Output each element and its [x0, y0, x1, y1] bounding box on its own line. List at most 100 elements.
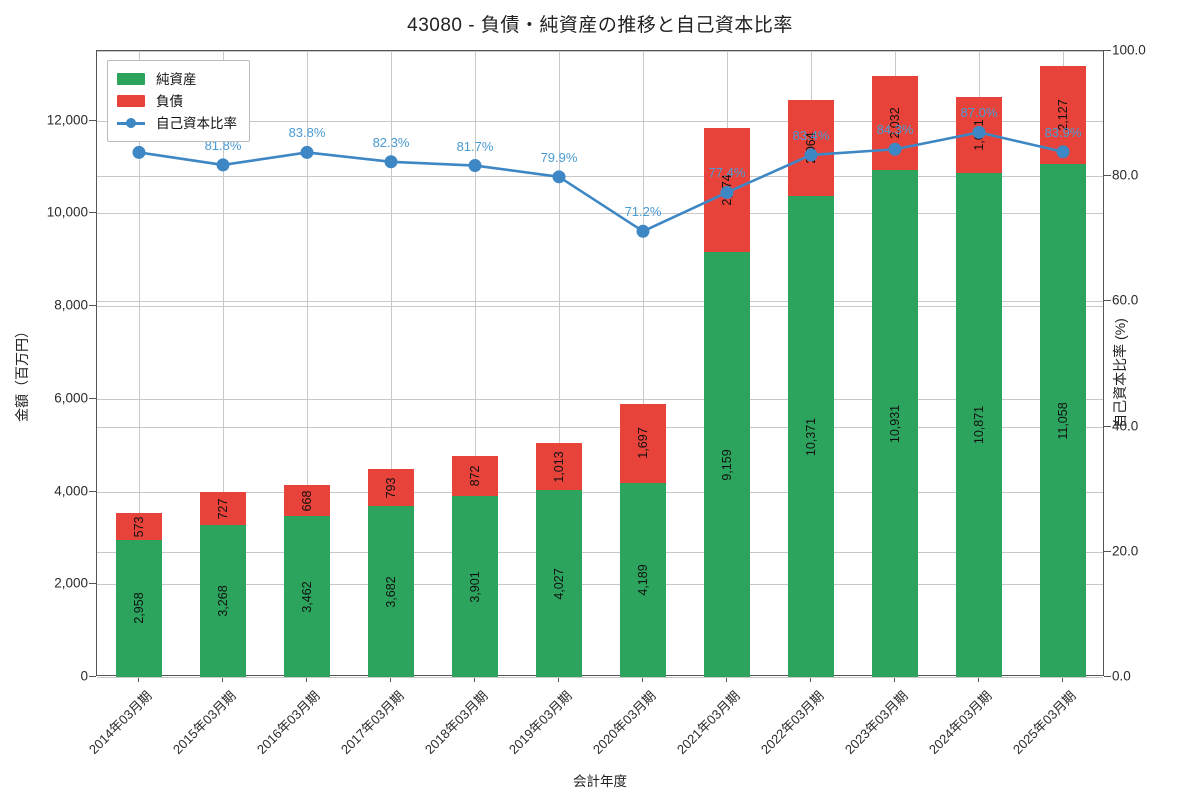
- legend-label-equity-ratio: 自己資本比率: [156, 115, 237, 131]
- bar-segment-net-assets: 9,159: [703, 252, 751, 677]
- x-tick-mark: [642, 676, 643, 682]
- x-tick-mark: [894, 676, 895, 682]
- chart-legend: 純資産 負債 自己資本比率: [107, 60, 250, 142]
- legend-item-liabilities: 負債: [117, 90, 237, 112]
- y-tick-mark-right: [1104, 425, 1111, 427]
- x-tick-label: 2025年03月期: [1009, 688, 1079, 757]
- x-tick-label: 2014年03月期: [85, 688, 155, 757]
- gridline-horizontal-right: [97, 551, 1103, 553]
- ratio-line-markers: [132, 125, 1070, 238]
- plot-inner: 2,958 573 3,268 727 3,462 668 3,682 793 3,901 872…: [97, 51, 1103, 678]
- x-tick-label: 2024年03月期: [925, 688, 995, 757]
- x-tick-mark: [558, 676, 559, 682]
- bar-segment-liabilities: 872: [451, 455, 499, 497]
- y-tick-mark-right: [1104, 550, 1111, 552]
- chart-title: 43080 - 負債・純資産の推移と自己資本比率: [407, 15, 793, 36]
- ratio-point-marker: [804, 148, 818, 162]
- x-tick-label: 2019年03月期: [505, 688, 575, 757]
- bar-segment-liabilities: 1,013: [535, 443, 583, 491]
- ratio-point-marker: [132, 145, 146, 159]
- y-tick-mark-left: [89, 583, 96, 585]
- x-tick-mark: [810, 676, 811, 682]
- y-tick-mark-right: [1104, 300, 1111, 302]
- gridline-vertical: [643, 51, 644, 675]
- gridline-vertical: [139, 51, 140, 675]
- ratio-point-marker: [384, 155, 398, 169]
- gridline-vertical: [475, 51, 476, 675]
- bar-segment-net-assets: 11,058: [1039, 164, 1087, 677]
- ratio-point-label: 84.3%: [876, 122, 914, 138]
- y-tick-mark-left: [89, 119, 96, 121]
- legend-line-marker-icon: [117, 117, 145, 129]
- bar-segment-liabilities: 1,697: [619, 404, 667, 483]
- gridline-horizontal: [97, 306, 1103, 308]
- y-tick-label-right: 20.0: [1112, 543, 1139, 559]
- x-tick-mark: [978, 676, 979, 682]
- bar-segment-net-assets: 4,027: [535, 490, 583, 677]
- ratio-point-label: 82.3%: [372, 134, 410, 150]
- y-tick-label-left: 10,000: [46, 204, 88, 220]
- gridline-horizontal: [97, 398, 1103, 400]
- ratio-point-marker: [972, 125, 986, 139]
- ratio-point-marker: [300, 145, 314, 159]
- y-tick-label-right: 0.0: [1112, 668, 1131, 684]
- y-tick-mark-right: [1104, 676, 1111, 677]
- x-tick-mark: [474, 676, 475, 682]
- gridline-horizontal-right: [97, 176, 1103, 178]
- x-tick-mark: [726, 676, 727, 682]
- ratio-point-label: 71.2%: [624, 204, 662, 220]
- bar-segment-liabilities: 793: [367, 469, 415, 507]
- bar-segment-net-assets: 4,189: [619, 482, 667, 677]
- ratio-point-marker: [1056, 145, 1070, 159]
- ratio-line-svg: [132, 125, 1070, 238]
- bar-segment-liabilities: 668: [283, 485, 331, 517]
- gridline-horizontal-right: [97, 51, 1103, 52]
- gridline-vertical: [391, 51, 392, 675]
- bar-segment-net-assets: 10,371: [787, 196, 835, 677]
- bar-segment-liabilities: 573: [115, 513, 163, 540]
- y-tick-mark-right: [1104, 175, 1111, 177]
- x-tick-label: 2018年03月期: [421, 688, 491, 757]
- bar-segment-net-assets: 3,682: [367, 506, 415, 677]
- legend-label-liabilities: 負債: [156, 93, 183, 109]
- y-tick-label-left: 0: [80, 668, 88, 684]
- x-tick-label: 2015年03月期: [169, 688, 239, 757]
- x-tick-label: 2022年03月期: [757, 688, 827, 757]
- y-tick-label-left: 2,000: [54, 575, 88, 591]
- ratio-point-label: 83.8%: [288, 125, 326, 141]
- y-tick-label-left: 12,000: [46, 112, 88, 128]
- x-tick-mark: [390, 676, 391, 682]
- bar-segment-net-assets: 10,871: [955, 172, 1003, 677]
- bar-segment-liabilities: 2,064: [787, 100, 835, 197]
- x-tick-label: 2016年03月期: [253, 688, 323, 757]
- x-tick-label: 2023年03月期: [841, 688, 911, 757]
- y-tick-label-left: 8,000: [54, 297, 88, 313]
- ratio-point-label: 87.0%: [960, 105, 998, 121]
- y-tick-mark-left: [89, 305, 96, 307]
- y-tick-mark-left: [89, 212, 96, 214]
- legend-swatch-liabilities: [117, 95, 145, 107]
- ratio-point-label: 79.9%: [540, 149, 578, 165]
- legend-swatch-net-assets: [117, 73, 145, 85]
- legend-item-equity-ratio: 自己資本比率: [117, 112, 237, 134]
- gridline-vertical: [559, 51, 560, 675]
- gridline-vertical: [223, 51, 224, 675]
- gridline-horizontal: [97, 213, 1103, 215]
- x-tick-label: 2020年03月期: [589, 688, 659, 757]
- ratio-point-marker: [552, 170, 566, 184]
- legend-item-net-assets: 純資産: [117, 68, 237, 90]
- x-tick-label: 2017年03月期: [337, 688, 407, 757]
- y-tick-label-left: 6,000: [54, 390, 88, 406]
- gridline-horizontal: [97, 584, 1103, 586]
- y-axis-label-left: 金額（百万円）: [14, 324, 30, 422]
- bar-segment-liabilities: 727: [199, 491, 247, 526]
- x-tick-mark: [1062, 676, 1063, 682]
- x-tick-mark: [306, 676, 307, 682]
- x-tick-mark: [222, 676, 223, 682]
- y-tick-mark-right: [1104, 50, 1111, 51]
- plot-area: 2,958 573 3,268 727 3,462 668 3,682 793 3,901 872…: [96, 50, 1104, 678]
- y-tick-label-right: 40.0: [1112, 418, 1139, 434]
- bar-segment-net-assets: 3,901: [451, 496, 499, 677]
- gridline-horizontal: [97, 491, 1103, 493]
